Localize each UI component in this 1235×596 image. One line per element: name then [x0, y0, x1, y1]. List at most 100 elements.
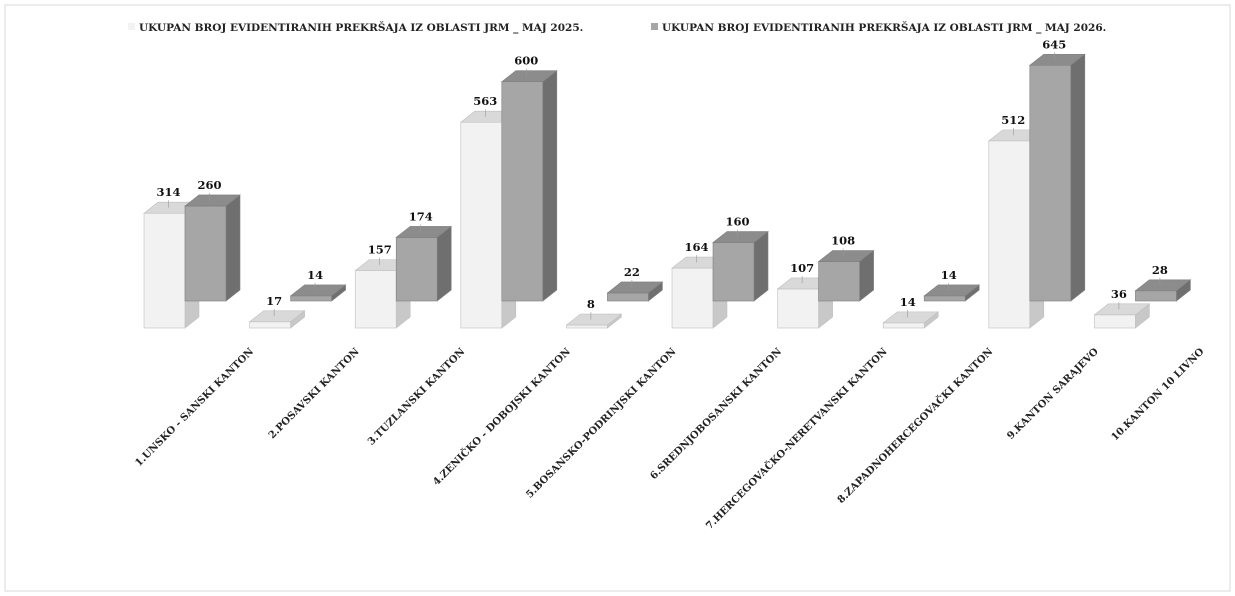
- bar-front: [923, 295, 966, 302]
- data-label: 645: [1042, 37, 1066, 51]
- data-label: 107: [790, 261, 814, 275]
- data-label-bg: [512, 53, 541, 68]
- data-label: 164: [684, 240, 708, 254]
- bar-front: [712, 242, 755, 302]
- bar-s2-c10: 28: [1134, 262, 1192, 302]
- bar-side: [542, 70, 558, 302]
- data-label: 512: [1001, 113, 1025, 127]
- legend-swatch-2025: [128, 23, 135, 30]
- bar-s2-c5: 22: [606, 264, 664, 302]
- bar-s2-c4: 600: [500, 53, 558, 302]
- data-label-bg: [576, 297, 605, 312]
- data-label: 108: [831, 234, 855, 248]
- bar-top: [248, 310, 306, 323]
- bar-top: [500, 70, 558, 82]
- bar-top: [565, 313, 623, 326]
- data-label: 160: [725, 215, 749, 229]
- bar-top: [1134, 279, 1192, 292]
- data-label: 600: [514, 54, 538, 68]
- bar-side: [753, 230, 769, 302]
- data-label: 8: [587, 297, 595, 311]
- data-label-bg: [260, 293, 289, 308]
- bar-s2-c9: 645: [1028, 37, 1086, 302]
- data-label-bg: [365, 242, 394, 257]
- bar-front: [501, 81, 544, 302]
- data-label: 36: [1111, 287, 1127, 301]
- data-label-bg: [934, 267, 963, 282]
- bar-top: [712, 231, 769, 243]
- data-label-bg: [301, 267, 330, 282]
- legend-label-2025: UKUPAN BROJ EVIDENTIRANIH PREKRŠAJA IZ O…: [139, 20, 583, 35]
- data-label-bg: [617, 264, 646, 279]
- bar-top: [395, 226, 453, 238]
- bar-front: [566, 324, 608, 329]
- data-label-bg: [999, 112, 1028, 127]
- bar-s2-c6: 160: [712, 214, 769, 302]
- data-label: 14: [900, 295, 916, 309]
- data-label: 157: [368, 243, 392, 257]
- data-label-bg: [1145, 262, 1174, 277]
- legend-label-2026: UKUPAN BROJ EVIDENTIRANIH PREKRŠAJA IZ O…: [662, 20, 1106, 35]
- data-label-bg: [788, 260, 817, 275]
- data-label-bg: [723, 214, 752, 229]
- data-label-bg: [1104, 286, 1133, 301]
- bar-front: [460, 121, 503, 329]
- bar-front: [607, 292, 649, 302]
- bar-top: [1093, 303, 1151, 316]
- data-label: 14: [307, 268, 323, 282]
- data-label: 14: [941, 268, 957, 282]
- data-label-bg: [829, 233, 858, 248]
- data-label: 314: [156, 185, 180, 199]
- data-label-bg: [154, 185, 183, 200]
- bar-front: [395, 237, 438, 302]
- bar-top: [882, 311, 940, 324]
- bar-front: [1135, 290, 1177, 302]
- data-label: 17: [266, 294, 282, 308]
- bar-s2-c2: 14: [289, 267, 347, 302]
- legend: UKUPAN BROJ EVIDENTIRANIH PREKRŠAJA IZ O…: [128, 20, 1106, 35]
- bar-s2-c1: 260: [184, 177, 241, 302]
- data-label-bg: [406, 209, 435, 224]
- bar-s1-c2: 17: [248, 293, 306, 329]
- bar-front: [184, 205, 227, 302]
- bar-s1-c10: 36: [1093, 286, 1151, 329]
- bar-front: [143, 212, 186, 329]
- data-label: 174: [409, 209, 433, 223]
- bar-top: [289, 284, 347, 297]
- data-label-bg: [893, 294, 922, 309]
- bar-front: [1094, 314, 1136, 329]
- bar-top: [1028, 53, 1086, 66]
- bar-front: [1029, 64, 1072, 302]
- data-label-bg: [471, 94, 500, 109]
- data-label-bg: [682, 240, 711, 255]
- bar-front: [249, 321, 291, 329]
- bar-front: [818, 261, 860, 302]
- data-label-bg: [1040, 37, 1069, 52]
- bar-side: [436, 225, 452, 302]
- data-label: 22: [624, 265, 640, 279]
- bar-front: [671, 267, 714, 329]
- bar-top: [817, 250, 875, 262]
- bar-s2-c8: 14: [923, 267, 981, 302]
- bar-front: [882, 322, 925, 329]
- bar-s2-c3: 174: [395, 209, 453, 302]
- plot-area: 314 17 157 563 8 164 107 14 512 36 260 14 174 600 22 16…: [143, 37, 1192, 329]
- legend-swatch-2026: [651, 23, 658, 30]
- bar-front: [988, 140, 1031, 329]
- data-label-bg: [195, 177, 224, 192]
- data-label: 260: [197, 178, 221, 192]
- bar-s1-c8: 14: [882, 294, 940, 329]
- bar-top: [184, 194, 241, 207]
- bar-top: [923, 284, 981, 297]
- bar-front: [354, 270, 397, 329]
- data-label: 28: [1152, 263, 1168, 277]
- bar-front: [290, 295, 332, 302]
- bar-s1-c5: 8: [565, 297, 623, 329]
- bar-front: [777, 288, 819, 329]
- bar-side: [1070, 53, 1086, 302]
- data-label: 563: [473, 94, 497, 108]
- bar-side: [225, 194, 241, 302]
- bar-top: [606, 281, 664, 294]
